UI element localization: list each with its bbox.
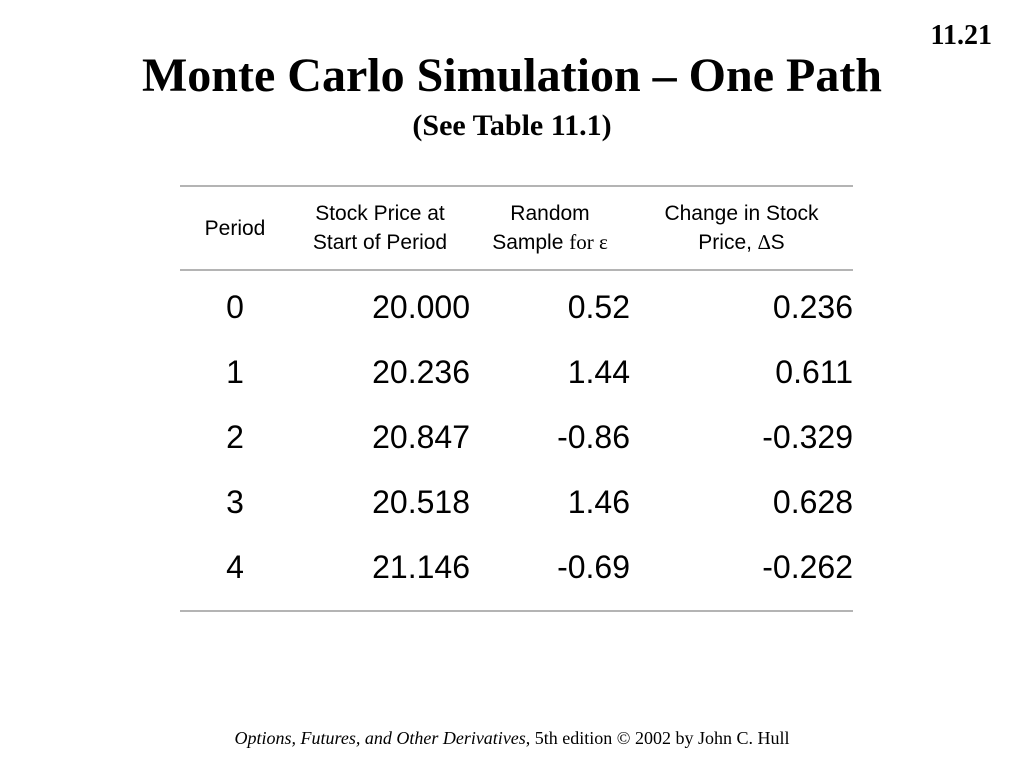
cell-period: 3	[226, 484, 244, 520]
header-random-line1: Random	[510, 202, 590, 225]
slide-number: 11.21	[930, 20, 992, 51]
header-random-line2-a: Sample	[492, 231, 570, 254]
table-row: 4 21.146 -0.69 -0.262	[180, 535, 853, 612]
table-row: 2 20.847 -0.86 -0.329	[180, 405, 853, 470]
table-body: 0 20.000 0.52 0.236 1 20.236 1.44 0.611 …	[180, 270, 853, 612]
cell-random-sample: 1.46	[567, 484, 630, 520]
header-change-line1: Change in Stock	[664, 202, 819, 225]
header-change-line2: Price, ∆S	[634, 228, 849, 257]
slide-subtitle: (See Table 11.1)	[412, 109, 612, 142]
slide-title: Monte Carlo Simulation – One Path	[142, 49, 882, 102]
header-period-label: Period	[204, 216, 266, 240]
table-row: 0 20.000 0.52 0.236	[180, 270, 853, 340]
cell-change: 0.236	[772, 289, 853, 325]
cell-stock-price: 20.236	[372, 354, 470, 390]
header-change-line2-c: S	[770, 231, 785, 254]
cell-stock-price: 20.847	[372, 419, 470, 455]
cell-random-sample: 1.44	[567, 354, 630, 390]
cell-random-sample: -0.86	[557, 419, 630, 455]
header-change: Change in Stock Price, ∆S	[630, 185, 853, 271]
cell-period: 2	[226, 419, 244, 455]
cell-stock-price: 20.000	[372, 289, 470, 325]
header-stock-price-line2: Start of Period	[312, 231, 448, 254]
cell-stock-price: 21.146	[290, 535, 470, 612]
cell-change: 0.628	[772, 484, 853, 520]
cell-change: -0.329	[762, 419, 853, 455]
cell-period: 1	[226, 354, 244, 390]
header-random-line2-b: for ε	[569, 230, 608, 254]
footer-edition-copyright: , 5th edition © 2002 by John C. Hull	[525, 728, 790, 748]
table-row: 3 20.518 1.46 0.628	[180, 470, 853, 535]
cell-change: 0.611	[775, 354, 853, 390]
footer-book-title: Options, Futures, and Other Derivatives	[234, 728, 526, 748]
cell-period: 0	[226, 289, 244, 325]
cell-stock-price: 20.518	[372, 484, 470, 520]
header-stock-price: Stock Price at Start of Period	[290, 185, 470, 271]
header-random-line2: Sample for ε	[474, 228, 626, 257]
header-change-line2-a: Price,	[698, 231, 758, 254]
header-row: Period Stock Price at Start of Period Ra…	[180, 185, 853, 271]
simulation-table: Period Stock Price at Start of Period Ra…	[180, 185, 853, 612]
header-random-sample: Random Sample for ε	[470, 185, 630, 271]
table-header: Period Stock Price at Start of Period Ra…	[180, 185, 853, 271]
delta-symbol: ∆	[757, 230, 771, 254]
cell-period: 4	[180, 535, 290, 612]
header-period: Period	[180, 185, 290, 271]
cell-random-sample: 0.52	[567, 289, 630, 325]
cell-change: -0.262	[630, 535, 853, 612]
header-stock-price-line1: Stock Price at	[315, 202, 445, 225]
table-row: 1 20.236 1.44 0.611	[180, 340, 853, 405]
footer-citation: Options, Futures, and Other Derivatives,…	[0, 728, 1024, 749]
cell-random-sample: -0.69	[470, 535, 630, 612]
